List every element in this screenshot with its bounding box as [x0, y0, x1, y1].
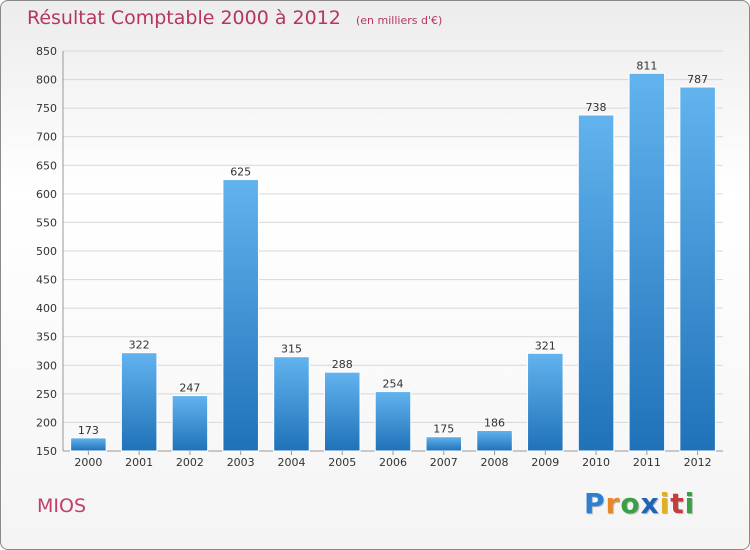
data-label-2001: 322 — [129, 339, 150, 352]
bar-2012 — [679, 86, 716, 452]
chart-title-block: Résultat Comptable 2000 à 2012 (en milli… — [27, 7, 442, 29]
x-tick-label: 2007 — [430, 456, 458, 469]
y-tick-label: 800 — [36, 74, 57, 87]
data-label-2002: 247 — [179, 382, 200, 395]
bar-2007 — [425, 436, 463, 452]
y-tick-label: 400 — [36, 302, 57, 315]
logo-letter: x — [640, 487, 660, 520]
y-tick-label: 150 — [36, 445, 57, 458]
bar-2011 — [628, 72, 666, 452]
x-tick-label: 2001 — [125, 456, 153, 469]
bar-2003 — [222, 179, 259, 452]
x-tick-label: 2009 — [531, 456, 559, 469]
bars — [70, 72, 716, 452]
data-label-2011: 811 — [636, 59, 657, 72]
bar-2010 — [577, 114, 615, 452]
data-label-2009: 321 — [535, 339, 556, 352]
bar-2001 — [120, 352, 158, 452]
bar-2002 — [171, 395, 209, 452]
y-tick-label: 250 — [36, 388, 57, 401]
data-label-2005: 288 — [332, 358, 353, 371]
y-tick-label: 700 — [36, 131, 57, 144]
proxiti-logo: Proxiti — [584, 487, 695, 520]
x-tick-label: 2012 — [684, 456, 712, 469]
data-label-2008: 186 — [484, 416, 505, 429]
x-tick-label: 2011 — [633, 456, 661, 469]
y-tick-label: 650 — [36, 159, 57, 172]
x-tick-label: 2000 — [74, 456, 102, 469]
data-label-2003: 625 — [230, 166, 251, 179]
bar-2000 — [70, 437, 107, 452]
logo-letter: i — [659, 487, 671, 520]
data-label-2004: 315 — [281, 343, 302, 356]
commune-name: MIOS — [37, 495, 87, 517]
y-tick-label: 450 — [36, 274, 57, 287]
y-axis: 150 200 250 300 350 400 450 500 550 600 650 700 750 8… — [36, 45, 57, 458]
data-label-2012: 787 — [687, 73, 708, 86]
grid — [62, 50, 723, 452]
y-tick-label: 600 — [36, 188, 57, 201]
x-tick-label: 2003 — [227, 456, 255, 469]
bar-2004 — [273, 356, 310, 452]
x-axis: 2000 2001 2002 2003 2004 2005 2006 2007 2008 2009… — [74, 451, 712, 469]
y-tick-label: 350 — [36, 331, 57, 344]
y-tick-label: 750 — [36, 102, 57, 115]
chart-title: Résultat Comptable 2000 à 2012 — [27, 7, 341, 29]
data-label-2006: 254 — [383, 378, 404, 391]
data-label-2010: 738 — [586, 101, 607, 114]
x-tick-label: 2004 — [277, 456, 305, 469]
y-tick-label: 550 — [36, 216, 57, 229]
y-tick-label: 200 — [36, 416, 57, 429]
y-tick-label: 300 — [36, 359, 57, 372]
y-tick-label: 500 — [36, 245, 57, 258]
x-tick-label: 2008 — [481, 456, 509, 469]
y-tick-label: 850 — [36, 45, 57, 58]
logo-letter: r — [605, 487, 621, 520]
x-tick-label: 2006 — [379, 456, 407, 469]
bar-2009 — [527, 352, 564, 452]
bar-2008 — [476, 429, 513, 452]
x-tick-label: 2010 — [582, 456, 610, 469]
logo-letter: o — [620, 487, 641, 520]
bar-2006 — [374, 391, 412, 452]
data-label-2000: 173 — [78, 424, 99, 437]
logo-letter: i — [684, 487, 696, 520]
bar-2005 — [323, 371, 361, 452]
x-tick-label: 2002 — [176, 456, 204, 469]
logo-letter: P — [584, 487, 606, 520]
logo-letter: t — [670, 487, 685, 520]
x-tick-label: 2005 — [328, 456, 356, 469]
data-labels: 173 322 247 625 315 288 254 175 186 321 738 811 787 — [78, 59, 708, 437]
data-label-2007: 175 — [433, 423, 454, 436]
chart-unit-label: (en milliers d'€) — [355, 14, 443, 27]
